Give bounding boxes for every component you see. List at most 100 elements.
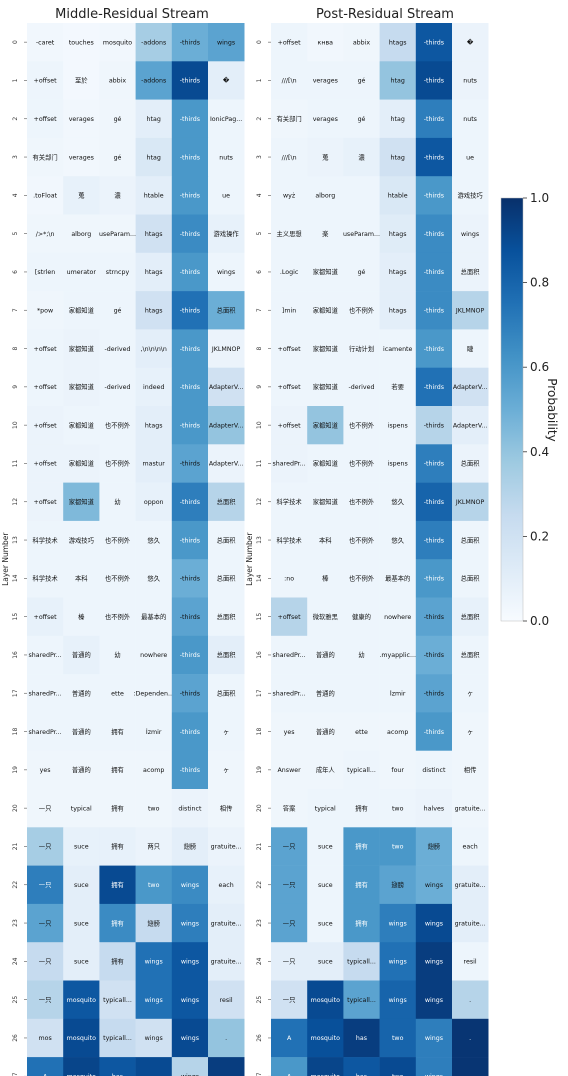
heatmap-cell xyxy=(135,23,173,62)
heatmap-cell xyxy=(271,329,308,368)
cell-token: ette xyxy=(355,729,368,736)
heatmap-cell xyxy=(99,827,136,866)
cell-token: +offset xyxy=(278,422,302,429)
cell-token: mos xyxy=(38,1035,51,1042)
y-tick-label: 11 xyxy=(12,459,19,467)
heatmap-cell xyxy=(379,520,417,560)
cell-token: has xyxy=(356,1073,367,1076)
y-tick-label: 7 xyxy=(256,308,263,312)
heatmap-cell xyxy=(99,789,136,828)
cell-token: 普通的 xyxy=(316,727,335,736)
cell-token: htable xyxy=(388,193,408,200)
heatmap-cell xyxy=(171,61,209,100)
heatmap-cell xyxy=(27,674,64,713)
heatmap-cell xyxy=(343,291,380,330)
heatmap-cell xyxy=(379,942,417,981)
heatmap-cell xyxy=(135,291,173,330)
y-tick-label: 21 xyxy=(256,842,263,850)
cell-token: 家都知道 xyxy=(69,344,95,353)
heatmap-cell xyxy=(171,942,209,981)
cell-token: 本科 xyxy=(319,535,332,544)
heatmap-cell xyxy=(452,99,489,139)
heatmap-cell xyxy=(171,903,209,943)
heatmap-cell xyxy=(415,23,453,62)
heatmap-cell xyxy=(271,1057,308,1076)
heatmap-cell xyxy=(63,980,100,1020)
heatmap-cell xyxy=(27,23,64,62)
heatmap-cell xyxy=(135,406,173,445)
heatmap-cell xyxy=(379,252,417,292)
heatmap-cell xyxy=(452,1018,489,1058)
cell-token: -thirds xyxy=(424,307,444,314)
cell-token: 普通的 xyxy=(72,650,91,659)
cell-token: 家都知道 xyxy=(313,344,339,353)
cell-token: +offset xyxy=(34,116,58,123)
heatmap-cell xyxy=(271,367,308,407)
cell-token: mastur xyxy=(143,461,166,468)
heatmap-cell xyxy=(208,1018,245,1058)
heatmap-cell xyxy=(208,635,245,675)
heatmap-cell xyxy=(307,252,344,292)
heatmap-cell xyxy=(63,789,100,828)
heatmap-cell xyxy=(63,482,100,522)
heatmap-cell xyxy=(208,559,245,598)
heatmap-cell xyxy=(307,61,344,100)
y-tick-label: 1 xyxy=(12,78,19,82)
cell-token: 普通的 xyxy=(316,688,335,697)
heatmap-cell xyxy=(135,942,173,981)
heatmap-cell xyxy=(379,712,417,751)
cell-token: 主义思想 xyxy=(277,229,302,238)
heatmap-cell xyxy=(171,291,209,330)
cell-token: suce xyxy=(74,959,89,966)
heatmap-cell xyxy=(452,903,489,943)
heatmap-cell xyxy=(27,750,64,790)
heatmap-cell xyxy=(415,559,453,598)
heatmap-cell xyxy=(63,252,100,292)
y-tick-label: 5 xyxy=(12,232,19,236)
cell-token: 总面积 xyxy=(217,535,237,544)
y-tick-label: 10 xyxy=(12,421,19,429)
heatmap-cell xyxy=(135,903,173,943)
heatmap-cell xyxy=(171,214,209,254)
cell-token: wings xyxy=(389,997,407,1004)
heatmap-cell xyxy=(63,1057,100,1076)
cell-token: ヶ xyxy=(223,729,229,736)
heatmap-cell xyxy=(171,635,209,675)
cell-token: -caret xyxy=(36,39,55,46)
heatmap-cell xyxy=(63,291,100,330)
heatmap-cell xyxy=(415,942,453,981)
heatmap-cell xyxy=(271,214,308,254)
heatmap-cell xyxy=(415,482,453,522)
cell-token: ue xyxy=(466,154,474,161)
cell-token: -thirds xyxy=(180,346,200,353)
cell-token: nuts xyxy=(463,116,477,123)
cell-token: 答案 xyxy=(283,803,296,812)
heatmap-cell xyxy=(135,176,173,215)
heatmap-cell xyxy=(171,1057,209,1076)
y-axis-label: Layer Number xyxy=(245,532,254,586)
y-tick-label: 26 xyxy=(256,1034,263,1042)
cell-token: typical xyxy=(315,805,336,812)
cell-token: gratuite... xyxy=(211,920,242,927)
heatmap-cell xyxy=(307,865,344,905)
y-tick-label: 18 xyxy=(256,728,263,736)
cell-token: 微软雅黑 xyxy=(313,612,338,621)
heatmap-cell xyxy=(343,597,380,637)
cell-token: İzmir xyxy=(390,688,406,697)
heatmap-cell xyxy=(135,61,173,100)
heatmap-cell xyxy=(27,1057,64,1076)
heatmap-cell xyxy=(63,635,100,675)
heatmap-cell xyxy=(379,674,417,713)
cell-token: AdapterV... xyxy=(209,461,243,468)
heatmap-cell xyxy=(171,406,209,445)
cell-token: sharedPr... xyxy=(273,652,306,659)
heatmap-cell xyxy=(208,482,245,522)
heatmap-cell xyxy=(99,1018,136,1058)
y-tick-label: 13 xyxy=(256,536,263,544)
heatmap-cell xyxy=(27,980,64,1020)
cell-token: verages xyxy=(69,116,94,123)
cell-token: htag xyxy=(391,116,405,123)
heatmap-cell xyxy=(307,942,344,981)
heatmap-cell xyxy=(307,99,344,139)
